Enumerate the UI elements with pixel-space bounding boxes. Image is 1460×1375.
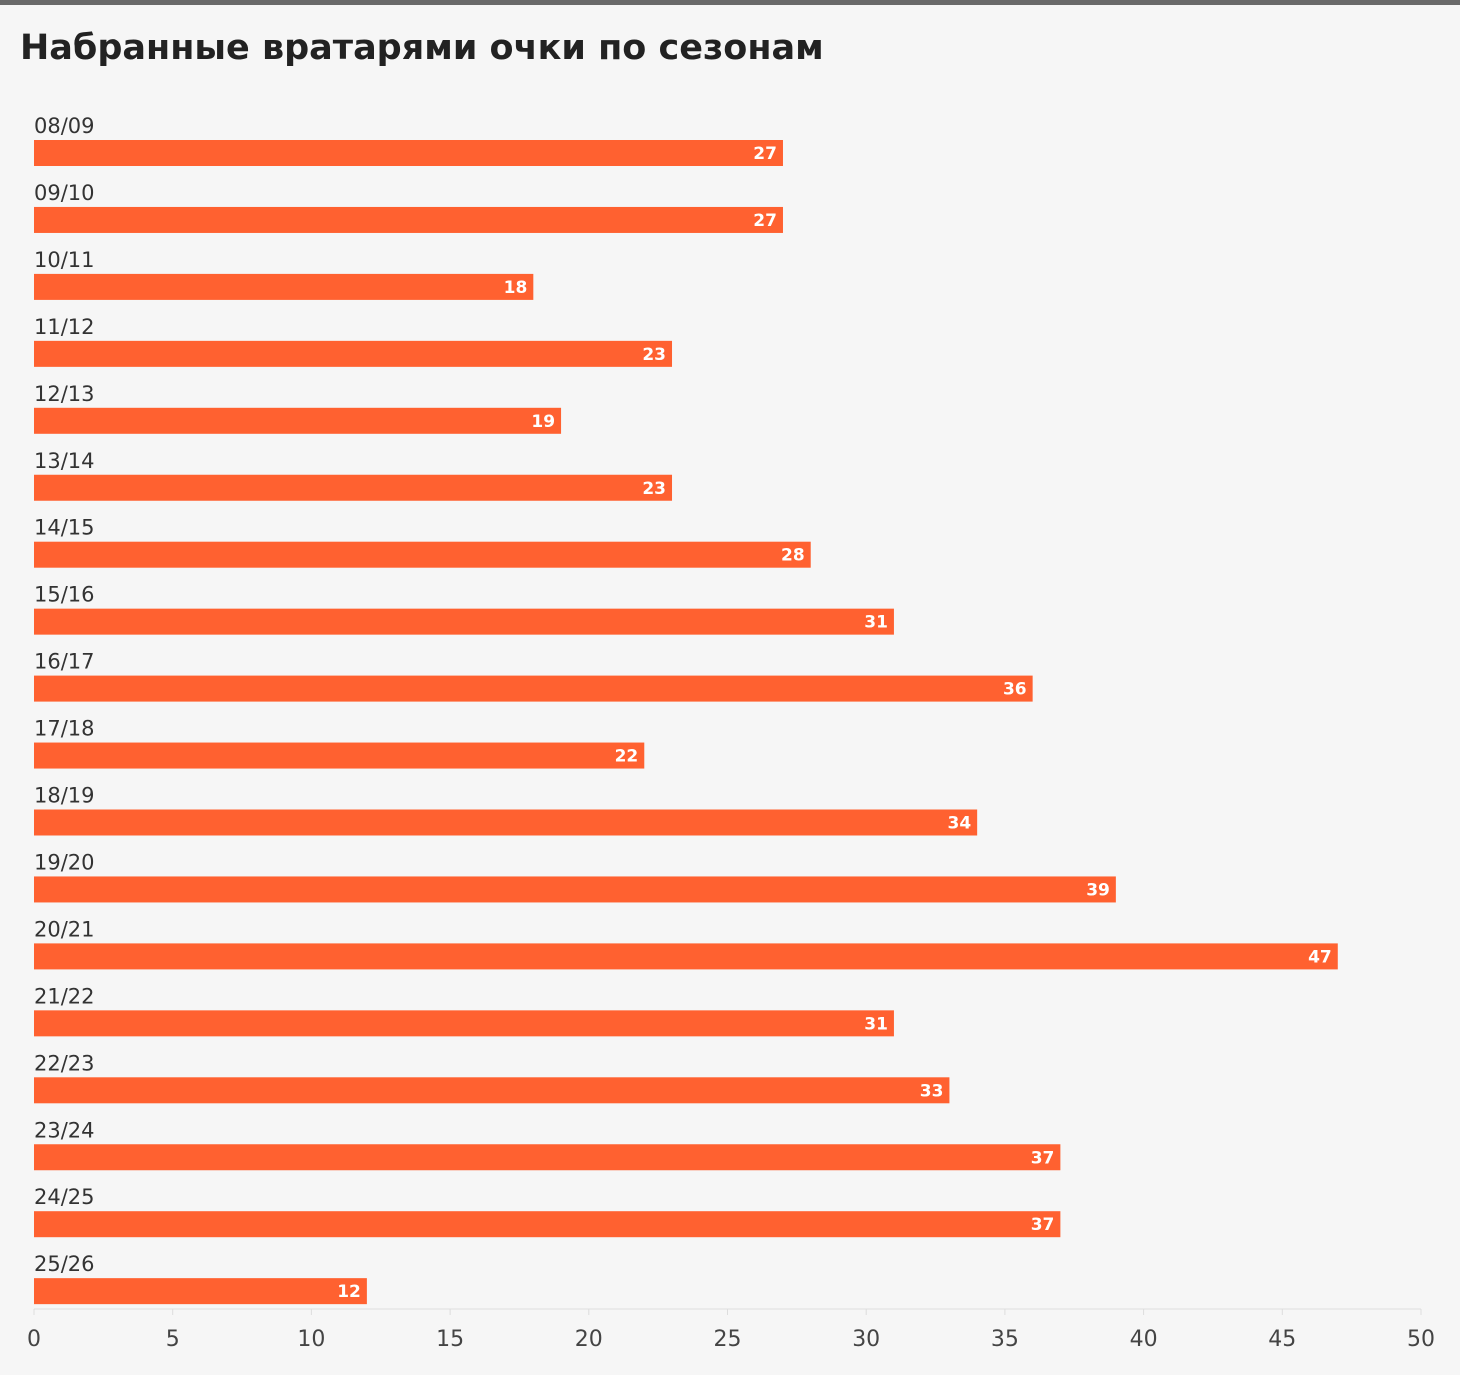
value-label: 22 (615, 747, 639, 767)
top-rule (0, 0, 1460, 5)
bar (34, 876, 1116, 903)
bar (34, 1077, 950, 1104)
bar (34, 1278, 367, 1305)
bar (34, 340, 673, 367)
category-label: 20/21 (34, 917, 95, 941)
category-label: 22/23 (34, 1051, 95, 1075)
value-label: 19 (531, 412, 555, 432)
category-label: 12/13 (34, 382, 95, 406)
x-tick-label: 10 (297, 1327, 325, 1352)
x-tick-label: 5 (166, 1327, 180, 1352)
category-label: 18/19 (34, 784, 95, 808)
category-label: 21/22 (34, 984, 95, 1008)
category-label: 15/16 (34, 583, 95, 607)
category-label: 25/26 (34, 1252, 95, 1276)
bar (34, 809, 978, 836)
category-label: 16/17 (34, 650, 95, 674)
category-label: 17/18 (34, 717, 95, 741)
value-label: 47 (1308, 947, 1332, 967)
x-tick-label: 20 (575, 1327, 603, 1352)
x-tick-label: 30 (852, 1327, 880, 1352)
category-label: 08/09 (34, 114, 95, 138)
value-label: 28 (781, 546, 805, 566)
value-label: 39 (1086, 880, 1110, 900)
value-label: 31 (864, 1014, 888, 1034)
value-label: 23 (642, 479, 666, 499)
bar (34, 474, 673, 501)
value-label: 18 (504, 278, 528, 298)
bar (34, 943, 1338, 970)
category-label: 19/20 (34, 850, 95, 874)
value-label: 31 (864, 613, 888, 633)
bar (34, 206, 783, 233)
category-label: 09/10 (34, 181, 95, 205)
bar (34, 1144, 1061, 1171)
x-tick-label: 15 (436, 1327, 464, 1352)
value-label: 37 (1031, 1215, 1055, 1235)
value-label: 27 (753, 144, 777, 164)
bar (34, 1010, 894, 1037)
bar (34, 541, 811, 568)
chart-title: Набранные вратарями очки по сезонам (20, 28, 824, 68)
x-tick-label: 40 (1130, 1327, 1158, 1352)
x-tick-label: 45 (1268, 1327, 1296, 1352)
value-label: 23 (642, 345, 666, 365)
bar (34, 273, 534, 300)
bar (34, 140, 783, 166)
x-tick-label: 25 (714, 1327, 742, 1352)
value-label: 12 (337, 1282, 361, 1302)
value-label: 33 (920, 1081, 944, 1101)
bar (34, 675, 1033, 702)
category-label: 13/14 (34, 449, 95, 473)
value-label: 36 (1003, 680, 1027, 700)
category-label: 10/11 (34, 248, 95, 272)
x-tick-label: 35 (991, 1327, 1019, 1352)
category-label: 11/12 (34, 315, 95, 339)
value-label: 27 (753, 211, 777, 231)
x-tick-label: 0 (27, 1327, 41, 1352)
category-label: 23/24 (34, 1118, 95, 1142)
category-label: 24/25 (34, 1185, 95, 1209)
bar (34, 1211, 1061, 1238)
value-label: 37 (1031, 1148, 1055, 1168)
bar (34, 608, 894, 635)
x-tick-label: 50 (1407, 1327, 1435, 1352)
bar (34, 742, 645, 769)
bar (34, 407, 562, 434)
value-label: 34 (947, 814, 971, 834)
category-label: 14/15 (34, 516, 95, 540)
